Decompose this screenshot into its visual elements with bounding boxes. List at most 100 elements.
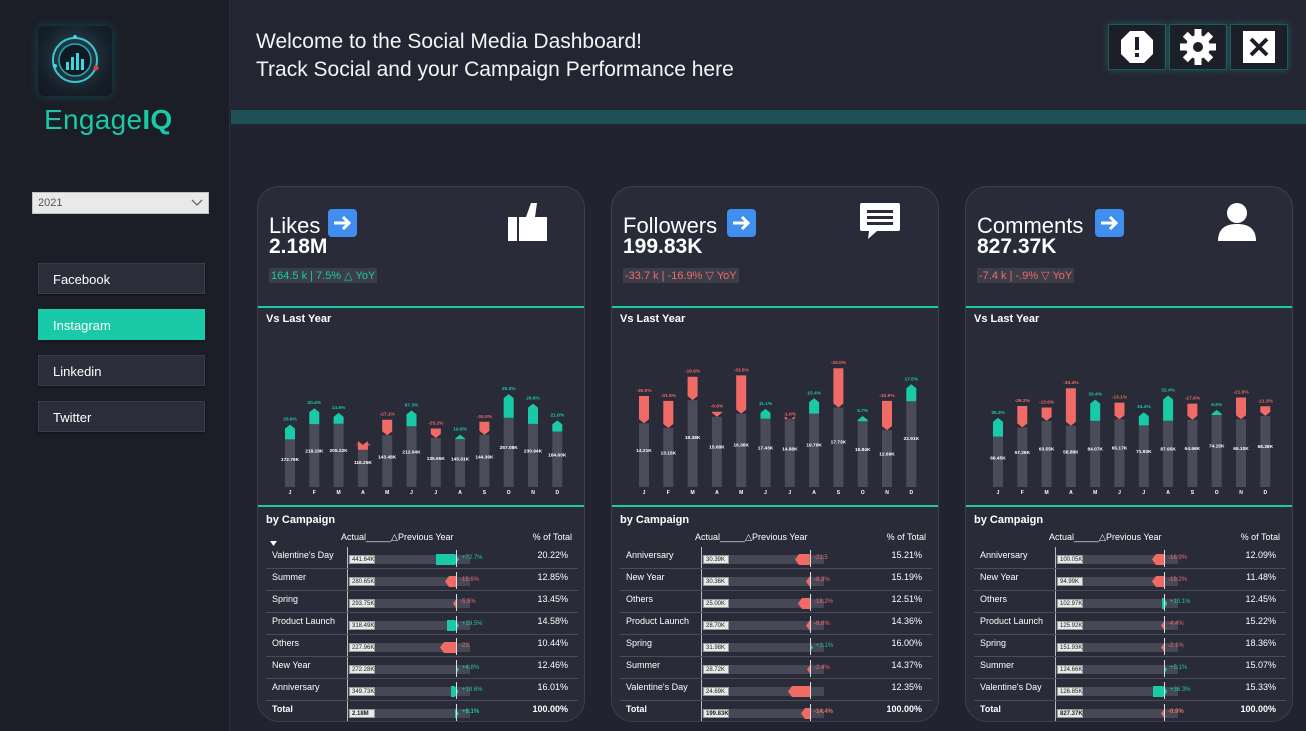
bar-actual[interactable] <box>406 426 417 487</box>
bar-delta[interactable] <box>479 421 490 435</box>
bar-actual[interactable] <box>882 430 892 487</box>
table-row[interactable]: Summer 280.65K -15.6% 12.85% <box>266 569 578 591</box>
bar-delta[interactable] <box>552 420 563 432</box>
table-row[interactable]: New Year 30.36K -8.3% 15.19% <box>620 569 932 591</box>
drillthrough-button[interactable] <box>1095 209 1124 237</box>
info-button[interactable] <box>1108 24 1166 70</box>
table-row[interactable]: Others 25.00K -18.2% 12.51% <box>620 591 932 613</box>
table-row[interactable]: Spring 31.98K +1.1% 16.00% <box>620 635 932 657</box>
table-total-row[interactable]: Total 199.83K -14.4% 100.00% <box>620 701 932 721</box>
table-row[interactable]: Anniversary 30.39K -21.5 15.21% <box>620 547 932 569</box>
bar-actual[interactable] <box>736 413 747 487</box>
bar-delta[interactable] <box>760 408 771 419</box>
table-row[interactable]: New Year 94.99K -19.2% 11.48% <box>974 569 1286 591</box>
bar-delta[interactable] <box>1211 409 1222 416</box>
table-row[interactable]: Summer 124.66K +5.1% 15.07% <box>974 657 1286 679</box>
platform-button-facebook[interactable]: Facebook <box>38 263 205 294</box>
bar-delta[interactable] <box>455 434 466 440</box>
bar-delta[interactable] <box>1114 402 1125 420</box>
table-total-row[interactable]: Total 827.37K -0.9% 100.00% <box>974 701 1286 721</box>
bar-delta[interactable] <box>1138 412 1149 426</box>
bar-delta[interactable] <box>503 394 514 418</box>
bar-actual[interactable] <box>1017 427 1028 487</box>
bar-delta[interactable] <box>430 428 441 439</box>
bar-actual[interactable] <box>333 423 344 487</box>
table-row[interactable]: Spring 151.93K -2.1% 18.36% <box>974 635 1286 657</box>
bar-actual[interactable] <box>430 438 441 487</box>
bar-actual[interactable] <box>784 420 795 487</box>
bar-delta[interactable] <box>687 376 698 401</box>
bar-actual[interactable] <box>857 421 868 487</box>
bar-actual[interactable] <box>285 439 295 487</box>
bar-delta[interactable] <box>1260 406 1271 416</box>
bar-actual[interactable] <box>993 436 1003 487</box>
bar-actual[interactable] <box>1065 425 1076 487</box>
table-row[interactable]: Valentine's Day 24.69K 12.35% <box>620 679 932 701</box>
platform-button-linkedin[interactable]: Linkedin <box>38 355 205 386</box>
table-row[interactable]: Anniversary 349.73K +18.6% 16.01% <box>266 679 578 701</box>
bar-actual[interactable] <box>663 428 674 487</box>
close-button[interactable] <box>1230 24 1288 70</box>
bar-delta[interactable] <box>333 412 344 424</box>
bar-delta[interactable] <box>639 396 649 424</box>
bar-actual[interactable] <box>479 434 490 487</box>
bar-delta[interactable] <box>833 368 844 408</box>
bar-actual[interactable] <box>1260 415 1271 487</box>
bar-actual[interactable] <box>1163 420 1174 487</box>
bar-actual[interactable] <box>1041 420 1052 487</box>
bar-delta[interactable] <box>357 441 368 450</box>
bar-actual[interactable] <box>1114 419 1125 487</box>
bar-delta[interactable] <box>711 411 722 417</box>
bar-actual[interactable] <box>528 423 538 487</box>
bar-delta[interactable] <box>736 375 747 414</box>
table-row[interactable]: Valentine's Day 441.64K +72.7% 20.22% <box>266 547 578 569</box>
bar-actual[interactable] <box>639 423 649 487</box>
table-row[interactable]: Spring 293.75K -5.5% 13.45% <box>266 591 578 613</box>
bar-actual[interactable] <box>687 400 698 487</box>
table-row[interactable]: Product Launch 318.49K +29.5% 14.58% <box>266 613 578 635</box>
bar-delta[interactable] <box>784 416 795 421</box>
bar-actual[interactable] <box>1090 420 1101 487</box>
bar-actual[interactable] <box>552 431 563 487</box>
bar-actual[interactable] <box>309 424 320 487</box>
platform-button-instagram[interactable]: Instagram <box>38 309 205 340</box>
bar-actual[interactable] <box>1236 419 1246 487</box>
table-row[interactable]: Product Launch 28.70K -6.8% 14.36% <box>620 613 932 635</box>
bar-actual[interactable] <box>357 445 368 487</box>
bar-delta[interactable] <box>382 419 393 436</box>
year-dropdown[interactable]: 2021 <box>32 192 209 214</box>
bar-delta[interactable] <box>1187 403 1198 420</box>
bar-actual[interactable] <box>503 417 514 487</box>
bar-actual[interactable] <box>711 416 722 487</box>
bar-delta[interactable] <box>285 424 295 440</box>
table-row[interactable]: Product Launch 125.92K -4.4% 15.22% <box>974 613 1286 635</box>
bar-delta[interactable] <box>1041 407 1052 421</box>
bar-delta[interactable] <box>906 384 917 402</box>
bar-delta[interactable] <box>1163 395 1174 421</box>
bar-actual[interactable] <box>1211 415 1222 487</box>
bar-delta[interactable] <box>406 410 417 427</box>
bar-actual[interactable] <box>455 439 466 487</box>
table-row[interactable]: Others 102.97K +10.1% 12.45% <box>974 591 1286 613</box>
bar-actual[interactable] <box>382 435 393 487</box>
sort-desc-icon[interactable] <box>270 541 277 546</box>
table-row[interactable]: Valentine's Day 126.85K +36.3% 15.33% <box>974 679 1286 701</box>
bar-delta[interactable] <box>309 408 320 425</box>
bar-delta[interactable] <box>528 403 538 424</box>
table-row[interactable]: Others 227.96K -23. 10.44% <box>266 635 578 657</box>
table-row[interactable]: Summer 28.72K -2.4% 14.37% <box>620 657 932 679</box>
bar-actual[interactable] <box>1187 419 1198 487</box>
bar-delta[interactable] <box>1236 397 1246 420</box>
drillthrough-button[interactable] <box>727 209 756 237</box>
bar-delta[interactable] <box>1065 388 1076 426</box>
table-total-row[interactable]: Total 2.18M +8.1% 100.00% <box>266 701 578 721</box>
drillthrough-button[interactable] <box>328 209 357 237</box>
bar-delta[interactable] <box>663 400 674 429</box>
bar-actual[interactable] <box>809 413 820 487</box>
bar-delta[interactable] <box>809 398 820 414</box>
bar-delta[interactable] <box>1017 405 1028 428</box>
bar-delta[interactable] <box>857 415 868 422</box>
bar-actual[interactable] <box>760 418 771 487</box>
bar-delta[interactable] <box>993 417 1003 437</box>
bar-actual[interactable] <box>1138 425 1149 487</box>
